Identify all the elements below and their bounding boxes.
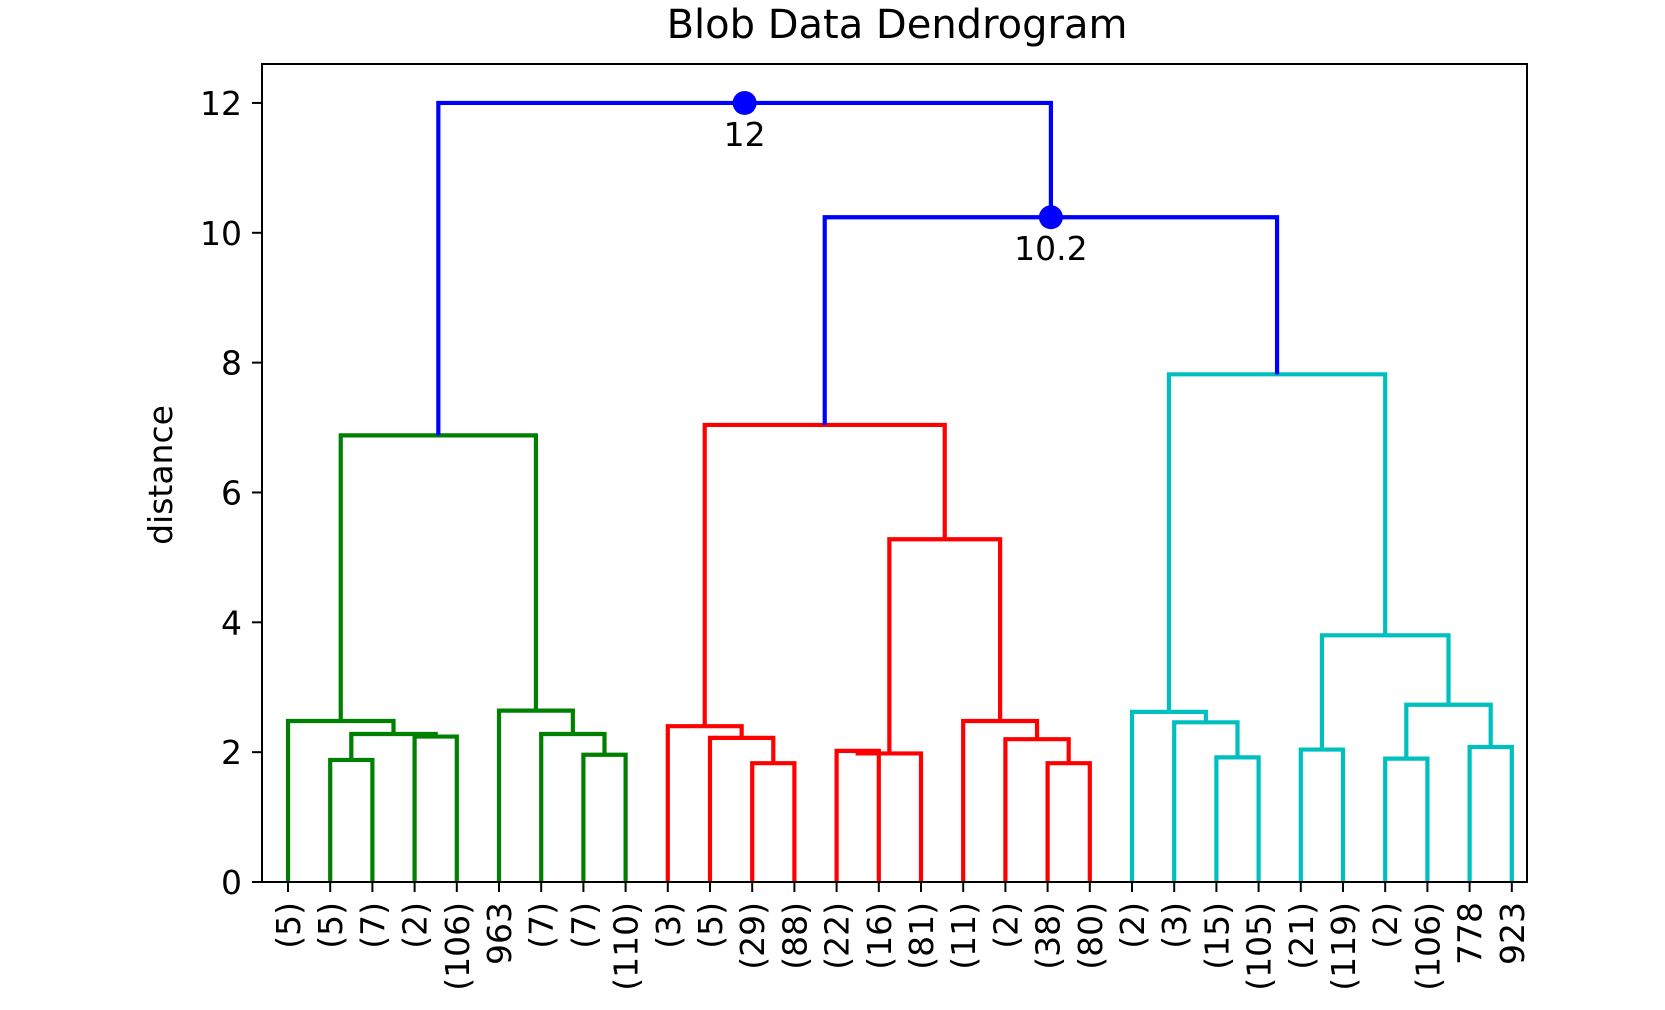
x-tick-label: (7) — [564, 902, 603, 949]
x-tick-label: 963 — [480, 902, 519, 965]
x-tick-label: (29) — [733, 902, 772, 970]
y-tick-label: 12 — [200, 84, 242, 123]
y-axis-label: distance — [141, 405, 180, 545]
dendrogram-link-8 — [750, 761, 797, 882]
dendrogram-link-17 — [702, 422, 947, 727]
x-tick-label: (21) — [1282, 902, 1321, 970]
dendrogram-link-22 — [1383, 756, 1430, 882]
merge-point-marker — [732, 90, 757, 115]
y-tick-label: 6 — [221, 473, 242, 512]
y-tick-label: 8 — [221, 344, 242, 383]
dendrogram-link-13 — [1045, 761, 1092, 882]
x-tick-label: (3) — [649, 902, 688, 949]
x-tick-label: (2) — [1113, 902, 1152, 949]
x-tick-label: (2) — [396, 902, 435, 949]
x-tick-label: (110) — [607, 902, 646, 991]
x-tick-label: 923 — [1493, 902, 1532, 965]
merge-point-marker — [1038, 205, 1063, 230]
dendrogram-link-3 — [285, 718, 396, 882]
y-tick-label: 10 — [200, 214, 242, 253]
x-tick-label: (88) — [775, 902, 814, 970]
dendrogram-link-0 — [328, 757, 375, 882]
dendrogram-link-7 — [338, 433, 539, 721]
x-tick-label: (16) — [860, 902, 899, 970]
x-tick-label: (106) — [1408, 902, 1447, 991]
dendrogram-link-18 — [1214, 755, 1261, 882]
x-tick-label: (7) — [353, 902, 392, 949]
x-tick-label: (5) — [311, 902, 350, 949]
merge-height-label: 10.2 — [1014, 229, 1087, 268]
dendrogram-link-5 — [539, 731, 607, 882]
dendrogram-link-1 — [412, 734, 459, 882]
dendrogram-link-26 — [1166, 372, 1388, 712]
y-tick-label: 2 — [221, 733, 242, 772]
x-tick-label: (15) — [1197, 902, 1236, 970]
dendrogram-link-11 — [834, 748, 881, 882]
dendrogram-link-12 — [855, 750, 924, 882]
x-tick-label: (22) — [818, 902, 857, 970]
links-layer — [285, 100, 1514, 882]
x-tick-label: (2) — [1366, 902, 1405, 949]
y-tick-label: 0 — [221, 863, 242, 902]
dendrogram-link-14 — [1003, 737, 1071, 882]
x-tick-label: (105) — [1240, 902, 1279, 991]
dendrogram-link-2 — [349, 731, 438, 760]
x-tick-label: (81) — [902, 902, 941, 970]
x-tick-label: (2) — [986, 902, 1025, 949]
dendrogram-link-23 — [1467, 744, 1514, 882]
dendrogram-link-6 — [496, 708, 575, 882]
merge-height-label: 12 — [724, 115, 766, 154]
annotations-layer: 12 10.2 — [724, 90, 1088, 268]
x-tick-label: (106) — [438, 902, 477, 991]
x-tick-label: (5) — [269, 902, 308, 949]
axes-frame — [261, 63, 1528, 883]
y-tick-label: 4 — [221, 603, 242, 642]
dendrogram-link-9 — [707, 735, 776, 882]
dendrogram-link-24 — [1404, 702, 1493, 759]
x-tick-label: (7) — [522, 902, 561, 949]
dendrogram-link-21 — [1298, 747, 1346, 882]
dendrogram-link-4 — [581, 752, 628, 882]
x-tick-label: (38) — [1029, 902, 1068, 970]
dendrogram-link-20 — [1129, 709, 1208, 882]
dendrogram-link-19 — [1172, 720, 1240, 882]
x-tick-label: (11) — [944, 902, 983, 970]
dendrogram-link-15 — [961, 718, 1040, 882]
dendrogram-link-10 — [665, 724, 744, 882]
x-tick-label: 778 — [1451, 902, 1490, 965]
chart-title: Blob Data Dendrogram — [667, 2, 1128, 48]
dendrogram-link-25 — [1319, 633, 1451, 750]
x-tick-label: (80) — [1071, 902, 1110, 970]
x-tick-label: (3) — [1155, 902, 1194, 949]
x-tick-label: (5) — [691, 902, 730, 949]
x-tick-label: (119) — [1324, 902, 1363, 991]
